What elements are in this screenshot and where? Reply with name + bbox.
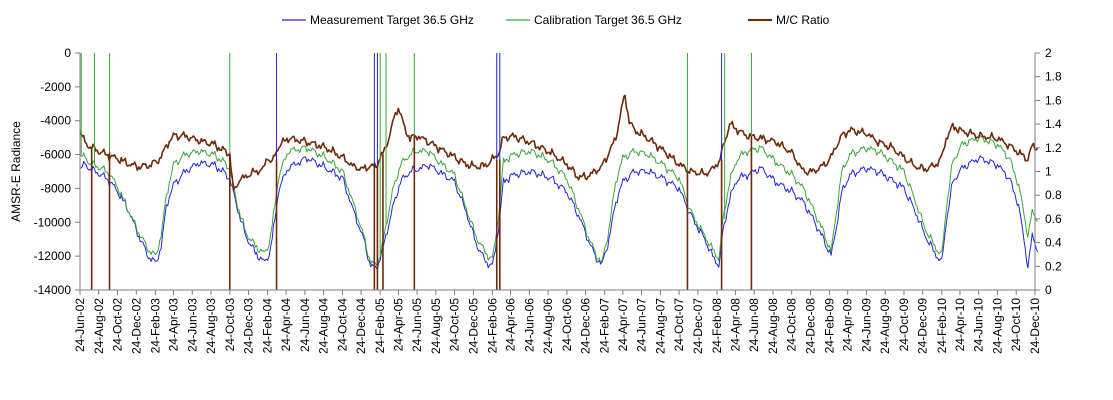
legend-item-m-c-ratio: M/C Ratio (748, 13, 830, 27)
series-calibration-target-36-5-ghz (79, 135, 1038, 267)
x-tick-label: 24-Jun-04 (298, 298, 312, 352)
x-tick-label: 24-Aug-10 (990, 298, 1004, 354)
series-m-c-ratio (79, 94, 1039, 191)
x-tick-label: 24-Jun-03 (185, 298, 199, 352)
x-tick-label: 24-Dec-10 (1028, 298, 1042, 354)
x-tick-label: 24-Jun-10 (972, 298, 986, 352)
x-tick-label: 24-Aug-05 (429, 298, 443, 354)
legend-label: Calibration Target 36.5 GHz (534, 13, 682, 27)
y2-tick-label: 1.6 (1045, 93, 1062, 107)
y-tick-label: -8000 (40, 181, 71, 195)
axes-layer: 0-2000-4000-6000-8000-10000-12000-140002… (34, 46, 1062, 354)
x-tick-label: 24-Dec-07 (691, 298, 705, 354)
x-tick-label: 24-Aug-07 (653, 298, 667, 354)
legend-label: Measurement Target 36.5 GHz (310, 13, 474, 27)
x-tick-label: 24-Jun-02 (73, 298, 87, 352)
x-tick-label: 24-Jun-07 (635, 298, 649, 352)
x-tick-label: 24-Feb-07 (598, 298, 612, 354)
x-tick-label: 24-Jun-09 (859, 298, 873, 352)
x-tick-label: 24-Feb-05 (373, 298, 387, 354)
x-tick-label: 24-Oct-02 (111, 298, 125, 352)
x-tick-label: 24-Oct-09 (897, 298, 911, 352)
x-tick-label: 24-Feb-03 (148, 298, 162, 354)
x-tick-label: 24-Dec-05 (466, 298, 480, 354)
series-layer (79, 53, 1039, 290)
y2-tick-label: 0.4 (1045, 236, 1062, 250)
y-tick-label: -12000 (34, 249, 72, 263)
x-tick-label: 24-Oct-03 (223, 298, 237, 352)
y2-tick-label: 1.4 (1045, 117, 1062, 131)
y2-tick-label: 0 (1045, 283, 1052, 297)
x-tick-label: 24-Aug-02 (92, 298, 106, 354)
y2-tick-label: 1 (1045, 165, 1052, 179)
x-tick-label: 24-Feb-10 (935, 298, 949, 354)
x-tick-label: 24-Apr-06 (504, 298, 518, 352)
x-tick-label: 24-Oct-10 (1009, 298, 1023, 352)
x-tick-label: 24-Oct-05 (448, 298, 462, 352)
x-tick-label: 24-Feb-09 (823, 298, 837, 354)
x-tick-label: 24-Jun-08 (747, 298, 761, 352)
x-tick-label: 24-Apr-03 (167, 298, 181, 352)
y2-tick-label: 0.6 (1045, 212, 1062, 226)
x-tick-label: 24-Apr-05 (391, 298, 405, 352)
x-tick-label: 24-Apr-07 (616, 298, 630, 352)
series-line-m-c-ratio (79, 94, 1039, 191)
legend-item-measurement-target-36-5-ghz: Measurement Target 36.5 GHz (282, 13, 474, 27)
plot-area (80, 53, 1035, 290)
series-line-calibration-target-36-5-ghz (79, 135, 1038, 267)
y-tick-label: -4000 (40, 114, 71, 128)
x-tick-label: 24-Aug-08 (766, 298, 780, 354)
x-tick-label: 24-Dec-06 (579, 298, 593, 354)
x-tick-label: 24-Jun-05 (410, 298, 424, 352)
legend: Measurement Target 36.5 GHz Calibration T… (282, 13, 830, 27)
x-tick-label: 24-Dec-04 (354, 298, 368, 354)
x-tick-label: 24-Dec-08 (803, 298, 817, 354)
x-tick-label: 24-Oct-04 (335, 298, 349, 352)
x-tick-label: 24-Feb-08 (710, 298, 724, 354)
x-tick-label: 24-Dec-02 (129, 298, 143, 354)
legend-item-calibration-target-36-5-ghz: Calibration Target 36.5 GHz (506, 13, 682, 27)
y2-tick-label: 1.2 (1045, 141, 1062, 155)
x-tick-label: 24-Aug-06 (541, 298, 555, 354)
y-tick-label: -6000 (40, 148, 71, 162)
x-tick-label: 24-Aug-09 (878, 298, 892, 354)
y2-tick-label: 0.2 (1045, 259, 1062, 273)
legend-label: M/C Ratio (776, 13, 830, 27)
x-tick-label: 24-Oct-07 (672, 298, 686, 352)
x-tick-label: 24-Apr-08 (728, 298, 742, 352)
y-axis-title: AMSR-E Radiance (9, 121, 23, 222)
y2-tick-label: 2 (1045, 46, 1052, 60)
x-tick-label: 24-Dec-09 (916, 298, 930, 354)
y-tick-label: -2000 (40, 80, 71, 94)
x-tick-label: 24-Aug-03 (204, 298, 218, 354)
y-tick-label: -10000 (34, 215, 72, 229)
x-tick-label: 24-Jun-06 (522, 298, 536, 352)
series-line-measurement-target-36-5-ghz (79, 155, 1038, 271)
x-tick-label: 24-Oct-06 (560, 298, 574, 352)
x-tick-label: 24-Apr-10 (953, 298, 967, 352)
x-tick-label: 24-Oct-08 (785, 298, 799, 352)
x-tick-label: 24-Dec-03 (242, 298, 256, 354)
y-tick-label: 0 (64, 46, 71, 60)
series-measurement-target-36-5-ghz (79, 155, 1038, 271)
y2-tick-label: 1.8 (1045, 70, 1062, 84)
y2-tick-label: 0.8 (1045, 188, 1062, 202)
x-tick-label: 24-Apr-04 (279, 298, 293, 352)
x-tick-label: 24-Aug-04 (317, 298, 331, 354)
y-tick-label: -14000 (34, 283, 72, 297)
x-tick-label: 24-Feb-06 (485, 298, 499, 354)
x-tick-label: 24-Feb-04 (261, 298, 275, 354)
x-tick-label: 24-Apr-09 (841, 298, 855, 352)
